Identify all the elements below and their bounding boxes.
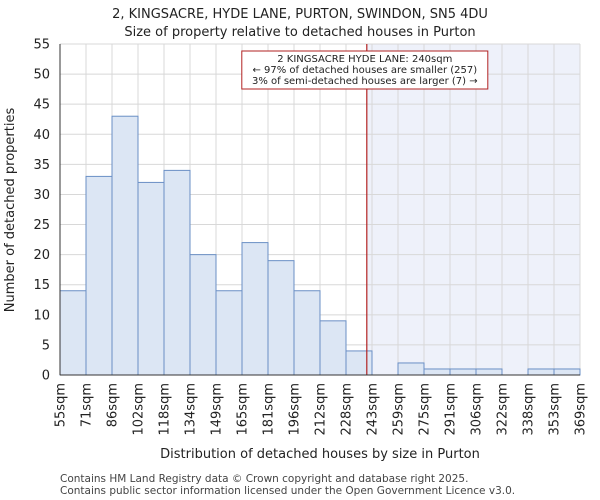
x-tick-label: 149sqm [210, 383, 225, 436]
bar [111, 115, 139, 376]
chart-subtitle: Size of property relative to detached ho… [124, 25, 475, 40]
y-tick-label: 40 [33, 128, 50, 143]
bar [59, 290, 87, 376]
y-tick-label: 10 [33, 308, 50, 323]
x-tick-label: 102sqm [132, 383, 147, 436]
bar [293, 290, 321, 376]
x-tick-label: 275sqm [418, 383, 433, 436]
x-tick-label: 353sqm [548, 383, 563, 436]
bar [85, 175, 113, 376]
x-tick-label: 196sqm [288, 383, 303, 436]
bar [267, 260, 295, 376]
x-tick-label: 291sqm [444, 383, 459, 436]
x-tick-label: 243sqm [366, 383, 381, 436]
bar [527, 368, 555, 376]
x-tick-label: 306sqm [470, 383, 485, 436]
bar [163, 169, 191, 376]
x-tick-label: 338sqm [522, 383, 537, 436]
x-tick-label: 212sqm [314, 383, 329, 436]
bar [137, 181, 165, 376]
x-tick-label: 134sqm [184, 383, 199, 436]
bar [189, 254, 217, 376]
bar [397, 362, 425, 376]
y-tick-label: 0 [42, 369, 50, 384]
y-tick-label: 15 [33, 278, 50, 293]
chart-title: 2, KINGSACRE, HYDE LANE, PURTON, SWINDON… [112, 7, 488, 22]
y-tick-label: 30 [33, 188, 50, 203]
annotation-box [241, 50, 489, 90]
bar [345, 350, 373, 376]
y-tick-label: 25 [33, 218, 50, 233]
y-tick-label: 50 [33, 68, 50, 83]
y-tick-label: 45 [33, 98, 50, 113]
x-tick-label: 71sqm [80, 383, 95, 427]
bar [423, 368, 451, 376]
bar [475, 368, 503, 376]
bar [215, 290, 243, 376]
bar [449, 368, 477, 376]
x-tick-label: 165sqm [236, 383, 251, 436]
x-tick-label: 322sqm [496, 383, 511, 436]
larger-region-shade [366, 44, 580, 375]
x-tick-label: 55sqm [54, 383, 69, 427]
footer-line-1: Contains HM Land Registry data © Crown c… [60, 473, 468, 485]
x-tick-label: 181sqm [262, 383, 277, 436]
annotation-line: ← 97% of detached houses are smaller (25… [252, 65, 477, 76]
bar [241, 242, 269, 376]
y-tick-label: 35 [33, 158, 50, 173]
x-tick-label: 259sqm [392, 383, 407, 436]
annotation-line: 2 KINGSACRE HYDE LANE: 240sqm [277, 54, 452, 65]
y-axis-label: Number of detached properties [3, 108, 18, 313]
y-tick-label: 5 [42, 338, 50, 353]
plot-area: 0 5 10 15 20 25 30 35 40 45 50 55 55sqm 71sqm 86sqm 102… [33, 38, 588, 436]
y-tick-label: 20 [33, 248, 50, 263]
y-tick-label: 55 [33, 38, 50, 53]
annotation-line: 3% of semi-detached houses are larger (7… [252, 76, 478, 87]
x-tick-label: 369sqm [574, 383, 589, 436]
x-tick-label: 228sqm [340, 383, 355, 436]
x-axis-label: Distribution of detached houses by size … [160, 447, 480, 462]
footer-line-2: Contains public sector information licen… [60, 485, 515, 497]
bar [319, 320, 347, 376]
bar [553, 368, 581, 376]
x-tick-label: 86sqm [106, 383, 121, 427]
x-tick-label: 118sqm [158, 383, 173, 436]
